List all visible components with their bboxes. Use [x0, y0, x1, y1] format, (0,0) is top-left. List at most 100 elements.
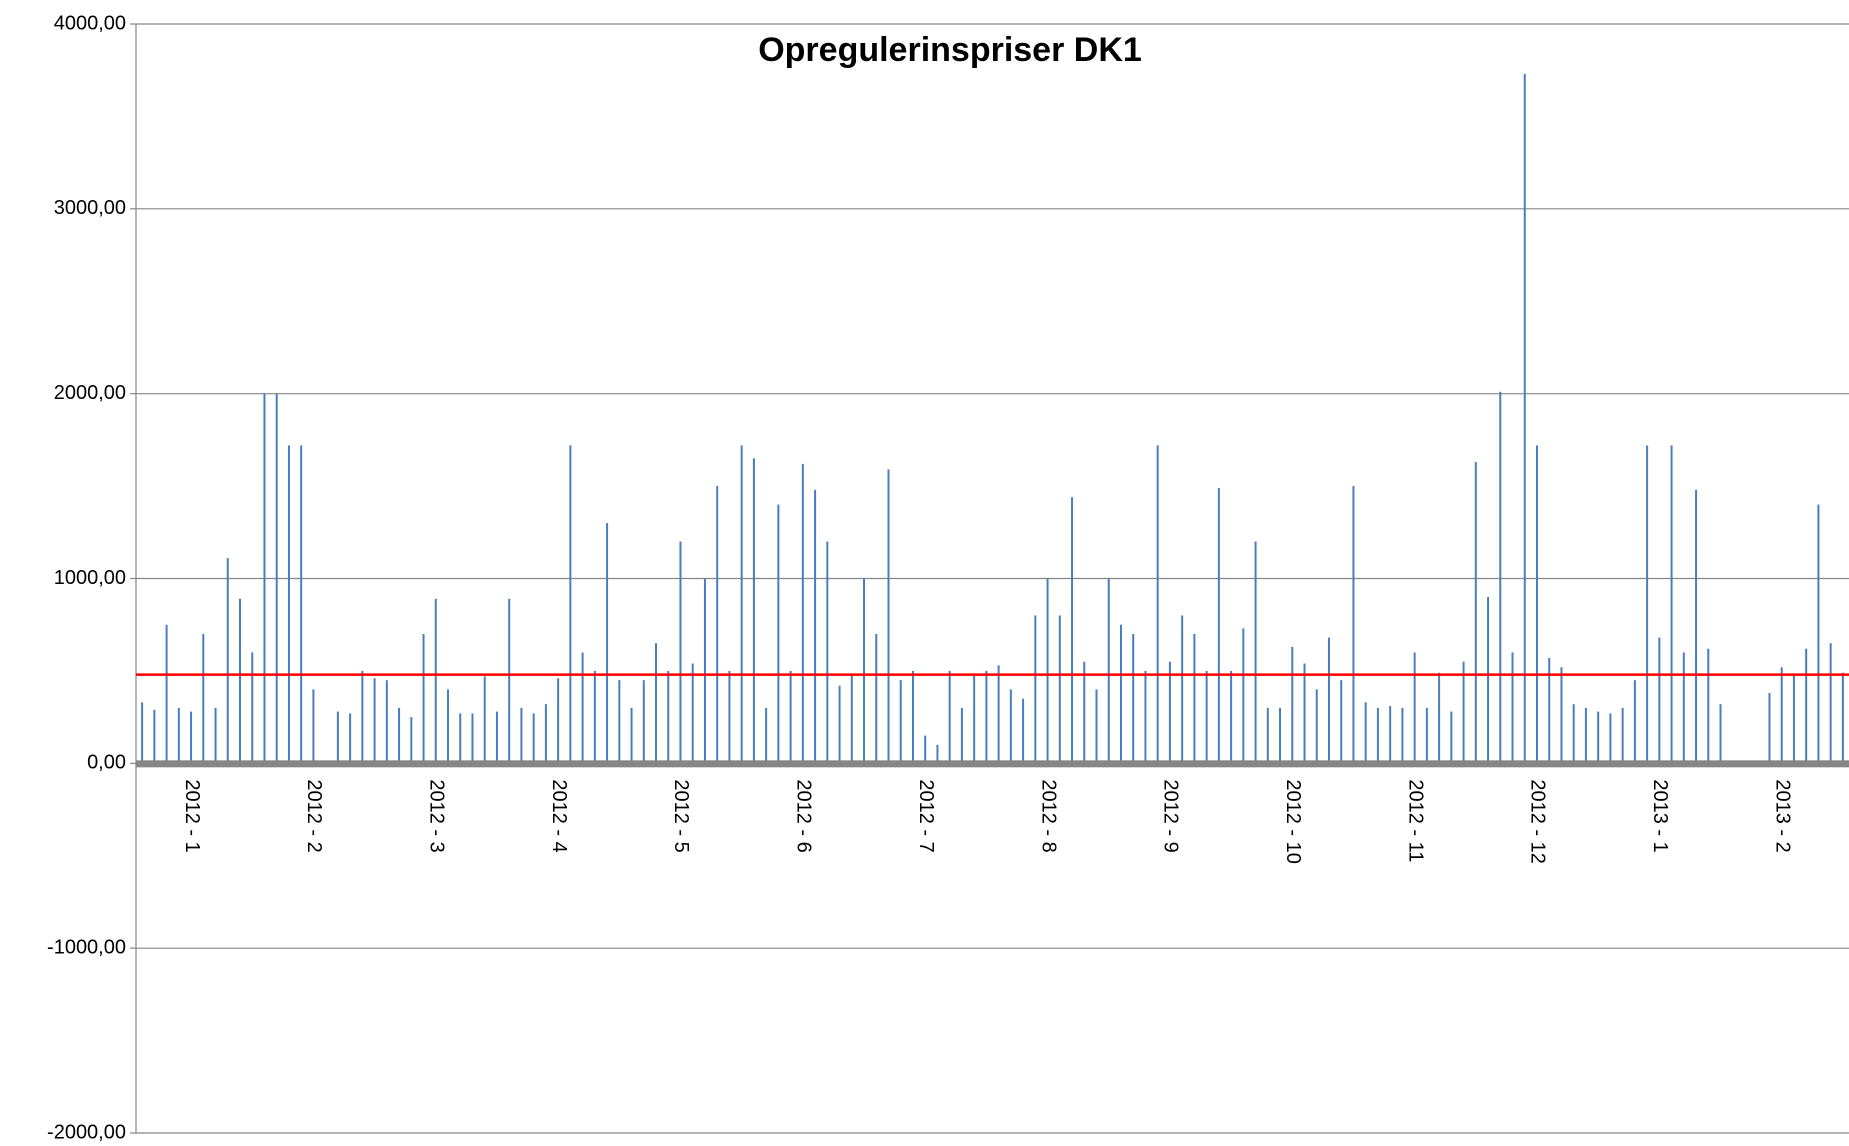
- x-tick-label: 2012 - 8: [1037, 779, 1059, 852]
- y-tick-label: -1000,00: [47, 936, 126, 958]
- bar: [569, 445, 572, 764]
- bar: [1095, 689, 1098, 764]
- bar: [153, 709, 156, 764]
- bar: [1548, 657, 1551, 764]
- bar: [1058, 615, 1061, 764]
- bar: [1352, 486, 1355, 764]
- bar: [899, 680, 902, 764]
- bar: [1230, 670, 1233, 764]
- y-tick-label: 3000,00: [54, 197, 126, 219]
- bar: [948, 670, 951, 764]
- bar: [349, 713, 352, 764]
- bar: [1633, 680, 1636, 764]
- bar: [655, 643, 658, 764]
- bar: [801, 463, 804, 764]
- bar: [300, 445, 303, 764]
- bar: [1523, 73, 1526, 764]
- bar: [777, 504, 780, 764]
- bar: [226, 558, 229, 764]
- bar: [1670, 445, 1673, 764]
- bar: [373, 678, 376, 764]
- bar: [520, 707, 523, 764]
- bar: [1217, 487, 1220, 764]
- bar: [1584, 707, 1587, 764]
- bar: [985, 670, 988, 764]
- bar: [740, 445, 743, 764]
- bar: [141, 702, 144, 764]
- bar: [703, 578, 706, 764]
- bar: [667, 670, 670, 764]
- bar: [863, 578, 866, 764]
- bar: [593, 670, 596, 764]
- x-tick-label: 2012 - 9: [1160, 779, 1182, 852]
- bar: [630, 707, 633, 764]
- bar: [1707, 648, 1710, 764]
- bar: [471, 713, 474, 764]
- bar: [1817, 504, 1820, 764]
- bar: [1266, 707, 1269, 764]
- bar: [165, 624, 168, 764]
- bar: [1315, 689, 1318, 764]
- bar: [1340, 680, 1343, 764]
- bar: [287, 445, 290, 764]
- bar: [1450, 711, 1453, 764]
- bar: [1658, 637, 1661, 764]
- bar: [1168, 661, 1171, 764]
- bar: [214, 707, 217, 764]
- bar: [1682, 652, 1685, 764]
- bar: [1829, 643, 1832, 764]
- bar: [581, 652, 584, 764]
- bar: [275, 393, 278, 764]
- bar: [1193, 633, 1196, 764]
- x-tick-label: 2012 - 11: [1404, 779, 1426, 862]
- bar: [1511, 652, 1514, 764]
- y-tick-label: -2000,00: [47, 1121, 126, 1143]
- bar: [1768, 693, 1771, 764]
- x-tick-label: 2012 - 10: [1282, 779, 1304, 864]
- bar: [1327, 637, 1330, 764]
- bar: [960, 707, 963, 764]
- bar: [911, 670, 914, 764]
- bar: [642, 680, 645, 764]
- bar: [1560, 667, 1563, 764]
- bar: [495, 711, 498, 764]
- bar: [410, 717, 413, 764]
- bar: [1621, 707, 1624, 764]
- x-tick-label: 2012 - 2: [303, 779, 325, 852]
- bar: [336, 711, 339, 764]
- bar: [826, 541, 829, 764]
- bar: [1792, 674, 1795, 764]
- x-tick-label: 2012 - 6: [793, 779, 815, 852]
- bar: [887, 469, 890, 764]
- bar: [997, 665, 1000, 764]
- bar: [1144, 670, 1147, 764]
- bar: [459, 713, 462, 764]
- chart-title: Opregulerinspriser DK1: [758, 31, 1142, 69]
- bar: [936, 744, 939, 764]
- y-tick-label: 2000,00: [54, 382, 126, 404]
- y-tick-label: 0,00: [87, 752, 126, 774]
- bar: [618, 680, 621, 764]
- bar: [312, 689, 315, 764]
- x-axis: [136, 760, 1849, 768]
- bar: [924, 735, 927, 764]
- bar: [1376, 707, 1379, 764]
- y-tick-label: 4000,00: [54, 12, 126, 34]
- bar: [1205, 670, 1208, 764]
- bar: [1719, 704, 1722, 764]
- bar: [1499, 391, 1502, 764]
- bar: [1646, 445, 1649, 764]
- bar: [447, 689, 450, 764]
- bar: [1780, 667, 1783, 764]
- bar: [1132, 633, 1135, 764]
- bar: [1487, 596, 1490, 764]
- bar: [1609, 713, 1612, 764]
- bar: [385, 680, 388, 764]
- bar: [1156, 445, 1159, 764]
- bar: [251, 652, 254, 764]
- bar: [1425, 707, 1428, 764]
- bar: [532, 713, 535, 764]
- bar: [875, 633, 878, 764]
- bar: [850, 674, 853, 764]
